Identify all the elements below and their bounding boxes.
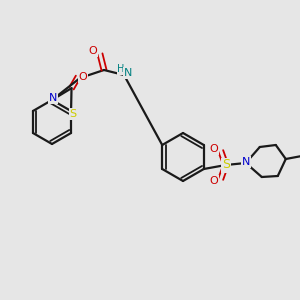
Text: N: N — [124, 68, 132, 78]
Text: N: N — [49, 93, 57, 103]
Text: S: S — [222, 158, 230, 172]
Text: O: O — [88, 46, 98, 56]
Text: O: O — [209, 176, 218, 186]
Text: O: O — [209, 144, 218, 154]
Text: N: N — [242, 157, 250, 167]
Text: O: O — [79, 72, 87, 82]
Text: H: H — [117, 64, 125, 74]
Text: S: S — [70, 109, 76, 119]
